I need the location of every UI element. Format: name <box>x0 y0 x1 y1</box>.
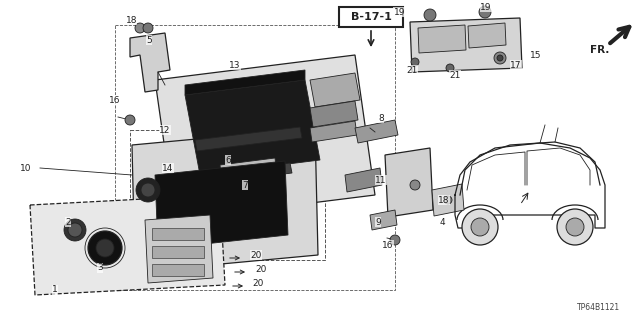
Text: TP64B1121: TP64B1121 <box>577 303 620 312</box>
Circle shape <box>88 231 122 265</box>
Text: 19: 19 <box>394 7 405 17</box>
Text: 5: 5 <box>147 36 152 44</box>
Text: 6: 6 <box>225 156 231 164</box>
Polygon shape <box>370 210 397 230</box>
Polygon shape <box>185 70 305 95</box>
Text: 4: 4 <box>440 218 445 227</box>
Text: 11: 11 <box>375 175 387 185</box>
Polygon shape <box>145 215 213 283</box>
Text: 12: 12 <box>159 125 171 134</box>
Polygon shape <box>195 163 292 185</box>
Polygon shape <box>345 168 382 192</box>
Circle shape <box>411 58 419 66</box>
Circle shape <box>141 183 155 197</box>
Polygon shape <box>30 195 225 295</box>
Text: 16: 16 <box>109 95 120 105</box>
Circle shape <box>497 55 503 61</box>
Text: 16: 16 <box>382 241 394 250</box>
Circle shape <box>479 6 491 18</box>
Circle shape <box>494 52 506 64</box>
Polygon shape <box>130 33 170 92</box>
Circle shape <box>390 235 400 245</box>
Polygon shape <box>310 121 357 142</box>
Polygon shape <box>220 158 278 192</box>
Circle shape <box>471 218 489 236</box>
Text: 3: 3 <box>97 263 103 273</box>
Text: 20: 20 <box>255 266 266 275</box>
Polygon shape <box>132 128 318 272</box>
Circle shape <box>143 23 153 33</box>
Polygon shape <box>310 73 360 107</box>
Text: 17: 17 <box>510 60 522 69</box>
Text: 8: 8 <box>378 114 384 123</box>
Circle shape <box>136 178 160 202</box>
Text: 20: 20 <box>250 251 261 260</box>
Polygon shape <box>432 184 464 216</box>
Circle shape <box>410 180 420 190</box>
Bar <box>115 25 395 290</box>
Polygon shape <box>195 127 302 151</box>
Circle shape <box>446 64 454 72</box>
Polygon shape <box>155 55 375 220</box>
Polygon shape <box>418 25 466 53</box>
Text: 21: 21 <box>449 70 461 79</box>
Text: 13: 13 <box>229 60 241 69</box>
Text: 2: 2 <box>65 218 71 227</box>
Circle shape <box>125 115 135 125</box>
Polygon shape <box>410 18 522 72</box>
Polygon shape <box>155 161 288 249</box>
Text: 21: 21 <box>406 66 418 75</box>
Text: 9: 9 <box>375 218 381 227</box>
Text: 7: 7 <box>242 180 248 189</box>
Polygon shape <box>185 80 320 175</box>
Circle shape <box>64 219 86 241</box>
Text: FR.: FR. <box>590 45 610 55</box>
Text: B-17-1: B-17-1 <box>351 12 392 22</box>
Circle shape <box>96 239 114 257</box>
Bar <box>152 264 204 276</box>
Circle shape <box>557 209 593 245</box>
Polygon shape <box>355 120 398 143</box>
Bar <box>130 130 325 260</box>
Circle shape <box>462 209 498 245</box>
Circle shape <box>135 23 145 33</box>
Bar <box>152 228 204 240</box>
Text: 18: 18 <box>125 15 137 25</box>
FancyBboxPatch shape <box>339 7 403 27</box>
Circle shape <box>424 9 436 21</box>
Circle shape <box>444 196 452 204</box>
Text: 15: 15 <box>530 51 541 60</box>
Circle shape <box>566 218 584 236</box>
Text: 14: 14 <box>163 164 173 172</box>
Polygon shape <box>310 101 358 127</box>
Circle shape <box>68 223 82 237</box>
Text: 1: 1 <box>52 285 58 294</box>
Text: 18: 18 <box>438 196 449 204</box>
Text: 19: 19 <box>480 3 492 12</box>
Bar <box>152 246 204 258</box>
Text: 10: 10 <box>20 164 31 172</box>
Polygon shape <box>385 148 433 217</box>
Polygon shape <box>468 23 506 48</box>
Text: 20: 20 <box>252 279 264 289</box>
